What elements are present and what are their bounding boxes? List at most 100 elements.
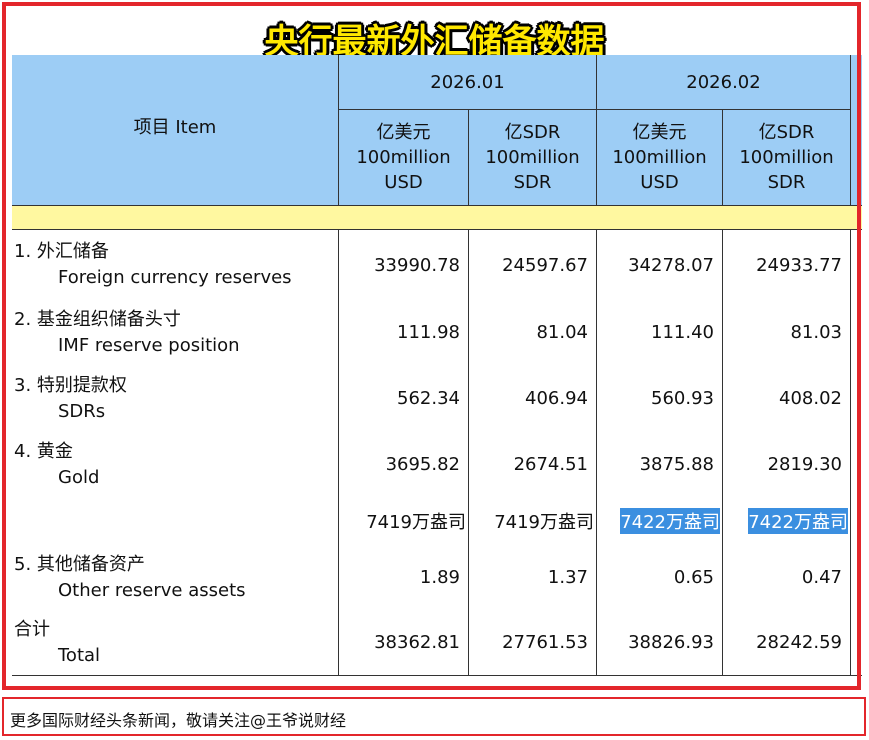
period-text: 2026.02 <box>686 71 761 93</box>
value-cell: 2674.51 <box>468 432 596 497</box>
value-cell: 81.04 <box>468 300 596 365</box>
unit-text: USD <box>640 172 679 193</box>
value: 2674.51 <box>513 454 588 475</box>
value: 81.04 <box>536 322 588 343</box>
value-edge <box>850 365 862 432</box>
unit-text: SDR <box>513 172 552 193</box>
value: 0.47 <box>801 567 842 588</box>
value: 24933.77 <box>756 254 842 276</box>
value-cell: 0.65 <box>596 545 722 610</box>
value: 1.89 <box>419 567 460 588</box>
value: 562.34 <box>397 388 460 409</box>
value-cell: 24933.77 <box>722 230 850 300</box>
unit-header: 亿美元 100million USD <box>338 110 468 205</box>
value-cell: 560.93 <box>596 365 722 432</box>
value-cell: 38826.93 <box>596 610 722 675</box>
value-cell: 24597.67 <box>468 230 596 300</box>
value-cell: 33990.78 <box>338 230 468 300</box>
value-cell: 111.98 <box>338 300 468 365</box>
value: 24597.67 <box>502 254 588 276</box>
value: 28242.59 <box>756 632 842 653</box>
value-cell: 406.94 <box>468 365 596 432</box>
value: 7419万盎司 <box>494 512 594 533</box>
value: 2819.30 <box>767 454 842 475</box>
unit-header: 亿SDR 100million SDR <box>468 110 596 205</box>
unit-text: 100million <box>739 147 834 168</box>
unit-text: SDR <box>767 172 806 193</box>
value-cell: 408.02 <box>722 365 850 432</box>
value-cell: 7419万盎司 <box>468 497 596 545</box>
value-cell: 81.03 <box>722 300 850 365</box>
value: 33990.78 <box>374 254 460 276</box>
value-edge <box>850 545 862 610</box>
period-header: 2026.01 <box>338 55 596 110</box>
band <box>12 205 862 230</box>
value-edge <box>850 610 862 675</box>
value-cell: 3695.82 <box>338 432 468 497</box>
unit-header: 亿美元 100million USD <box>596 110 722 205</box>
value: 7422万盎司 <box>748 508 848 534</box>
value-cell: 38362.81 <box>338 610 468 675</box>
item-en: Total <box>58 644 101 666</box>
value: 27761.53 <box>502 632 588 653</box>
value: 408.02 <box>779 388 842 409</box>
value: 111.40 <box>651 322 714 343</box>
header-bg <box>12 55 862 205</box>
value: 38362.81 <box>374 632 460 653</box>
unit-text: 亿SDR <box>504 122 561 143</box>
item-cell: 3. 特别提款权 SDRs <box>12 365 338 432</box>
value: 38826.93 <box>628 632 714 653</box>
value-cell: 27761.53 <box>468 610 596 675</box>
value-cell: 34278.07 <box>596 230 722 300</box>
item-cn: 1. 外汇储备 <box>14 241 109 262</box>
value-cell: 2819.30 <box>722 432 850 497</box>
value-cell: 1.37 <box>468 545 596 610</box>
item-en: Gold <box>58 466 100 488</box>
item-cell: 1. 外汇储备 Foreign currency reserves <box>12 230 338 300</box>
value-edge <box>850 230 862 300</box>
unit-text: 亿美元 <box>632 122 687 143</box>
value-cell: 28242.59 <box>722 610 850 675</box>
unit-header: 亿SDR 100million SDR <box>722 110 850 205</box>
value-cell: 7422万盎司 <box>596 497 722 545</box>
unit-text: 100million <box>356 147 451 168</box>
value: 0.65 <box>673 567 714 588</box>
item-cell: 2. 基金组织储备头寸 IMF reserve position <box>12 300 338 365</box>
item-cn: 4. 黄金 <box>14 440 73 462</box>
period-header: 2026.02 <box>596 55 850 110</box>
value: 406.94 <box>525 388 588 409</box>
item-header-text: 项目 Item <box>133 117 217 138</box>
value-edge <box>850 300 862 365</box>
unit-text: 亿SDR <box>758 122 815 143</box>
item-cn: 2. 基金组织储备头寸 <box>14 308 181 330</box>
item-cell: 4. 黄金 Gold <box>12 432 338 497</box>
value: 1.37 <box>547 567 588 588</box>
value: 3875.88 <box>639 454 714 475</box>
item-en: SDRs <box>58 400 106 422</box>
value-edge <box>850 497 862 545</box>
item-header: 项目 Item <box>12 55 338 205</box>
value-cell: 562.34 <box>338 365 468 432</box>
item-en: IMF reserve position <box>58 334 240 356</box>
value: 3695.82 <box>385 454 460 475</box>
item-en: Other reserve assets <box>58 579 246 601</box>
value: 111.98 <box>397 322 460 343</box>
period-text: 2026.01 <box>430 71 505 93</box>
item-cn: 3. 特别提款权 <box>14 374 127 396</box>
item-cn: 合计 <box>14 618 50 640</box>
footer: 更多国际财经头条新闻，敬请关注@王爷说财经 <box>2 697 866 736</box>
unit-text: USD <box>384 172 423 193</box>
value: 7422万盎司 <box>620 508 720 534</box>
value-cell: 7422万盎司 <box>722 497 850 545</box>
value-cell: 3875.88 <box>596 432 722 497</box>
unit-text: 亿美元 <box>376 122 431 143</box>
item-en: Foreign currency reserves <box>58 267 292 288</box>
value-cell: 1.89 <box>338 545 468 610</box>
value: 7419万盎司 <box>366 512 466 533</box>
value: 81.03 <box>790 322 842 343</box>
col-edge <box>850 55 862 205</box>
value: 560.93 <box>651 388 714 409</box>
item-cell: 合计 Total <box>12 610 338 675</box>
value-cell: 7419万盎司 <box>338 497 468 545</box>
